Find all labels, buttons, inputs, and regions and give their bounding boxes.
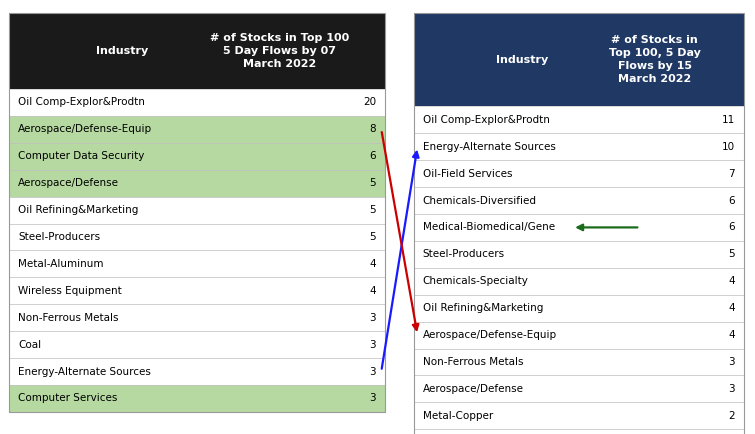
Text: Computer Services: Computer Services [18, 393, 118, 404]
Text: 11: 11 [721, 115, 735, 125]
Text: 3: 3 [369, 393, 376, 404]
Text: 6: 6 [369, 151, 376, 161]
Text: Oil Comp-Explor&Prodtn: Oil Comp-Explor&Prodtn [423, 115, 550, 125]
Text: Chemicals-Diversified: Chemicals-Diversified [423, 195, 537, 206]
Text: Energy-Alternate Sources: Energy-Alternate Sources [423, 141, 556, 152]
Bar [9, 197, 385, 224]
Text: 4: 4 [728, 303, 735, 313]
Text: 5: 5 [369, 178, 376, 188]
Text: Coal: Coal [18, 339, 42, 350]
Text: 7: 7 [728, 168, 735, 179]
Bar [414, 295, 744, 322]
Text: 5: 5 [369, 205, 376, 215]
Bar [9, 358, 385, 385]
Bar [414, 349, 744, 375]
Bar [9, 331, 385, 358]
Bar [414, 429, 744, 434]
Bar [414, 214, 744, 241]
Bar [9, 224, 385, 250]
Bar [414, 13, 744, 434]
Text: 3: 3 [369, 339, 376, 350]
Text: 6: 6 [728, 195, 735, 206]
Text: Industry: Industry [497, 55, 549, 65]
Bar [9, 89, 385, 116]
Text: Metal-Aluminum: Metal-Aluminum [18, 259, 103, 269]
Text: 5: 5 [369, 232, 376, 242]
Bar [414, 106, 744, 133]
Bar [9, 13, 385, 412]
Bar [414, 268, 744, 295]
Text: Energy-Alternate Sources: Energy-Alternate Sources [18, 366, 151, 377]
Text: Oil-Field Services: Oil-Field Services [423, 168, 513, 179]
Text: Steel-Producers: Steel-Producers [423, 249, 505, 260]
Bar [414, 13, 744, 106]
Bar [414, 322, 744, 349]
Text: 4: 4 [728, 276, 735, 286]
Text: Aerospace/Defense-Equip: Aerospace/Defense-Equip [18, 124, 153, 135]
Text: 6: 6 [728, 222, 735, 233]
Text: 4: 4 [728, 330, 735, 340]
Bar [9, 385, 385, 412]
Text: 8: 8 [369, 124, 376, 135]
Text: Aerospace/Defense: Aerospace/Defense [423, 384, 524, 394]
Text: 3: 3 [728, 357, 735, 367]
Text: Chemicals-Specialty: Chemicals-Specialty [423, 276, 528, 286]
Text: Oil Comp-Explor&Prodtn: Oil Comp-Explor&Prodtn [18, 97, 145, 108]
Bar [9, 116, 385, 143]
Bar [414, 187, 744, 214]
Text: # of Stocks in
Top 100, 5 Day
Flows by 15
March 2022: # of Stocks in Top 100, 5 Day Flows by 1… [609, 36, 701, 84]
Text: Non-Ferrous Metals: Non-Ferrous Metals [423, 357, 523, 367]
Bar [9, 13, 385, 89]
Bar [414, 402, 744, 429]
Text: 3: 3 [369, 312, 376, 323]
Text: 5: 5 [728, 249, 735, 260]
Bar [9, 277, 385, 304]
Bar [414, 375, 744, 402]
Bar [414, 241, 744, 268]
Text: Oil Refining&Marketing: Oil Refining&Marketing [423, 303, 543, 313]
Text: 2: 2 [728, 411, 735, 421]
Text: Computer Data Security: Computer Data Security [18, 151, 144, 161]
Bar [9, 143, 385, 170]
Text: Metal-Copper: Metal-Copper [423, 411, 493, 421]
Text: 3: 3 [369, 366, 376, 377]
Text: # of Stocks in Top 100
5 Day Flows by 07
March 2022: # of Stocks in Top 100 5 Day Flows by 07… [210, 33, 350, 69]
Text: Non-Ferrous Metals: Non-Ferrous Metals [18, 312, 119, 323]
Bar [9, 170, 385, 197]
Text: 10: 10 [722, 141, 735, 152]
Text: Medical-Biomedical/Gene: Medical-Biomedical/Gene [423, 222, 555, 233]
Text: Aerospace/Defense: Aerospace/Defense [18, 178, 119, 188]
Text: 4: 4 [369, 259, 376, 269]
Text: Oil Refining&Marketing: Oil Refining&Marketing [18, 205, 138, 215]
Text: Steel-Producers: Steel-Producers [18, 232, 100, 242]
Text: 20: 20 [363, 97, 376, 108]
Text: 4: 4 [369, 286, 376, 296]
Text: 3: 3 [728, 384, 735, 394]
Text: Aerospace/Defense-Equip: Aerospace/Defense-Equip [423, 330, 557, 340]
Text: Wireless Equipment: Wireless Equipment [18, 286, 122, 296]
Bar [9, 304, 385, 331]
Bar [9, 250, 385, 277]
Bar [414, 160, 744, 187]
Bar [414, 133, 744, 160]
Text: Industry: Industry [96, 46, 148, 56]
